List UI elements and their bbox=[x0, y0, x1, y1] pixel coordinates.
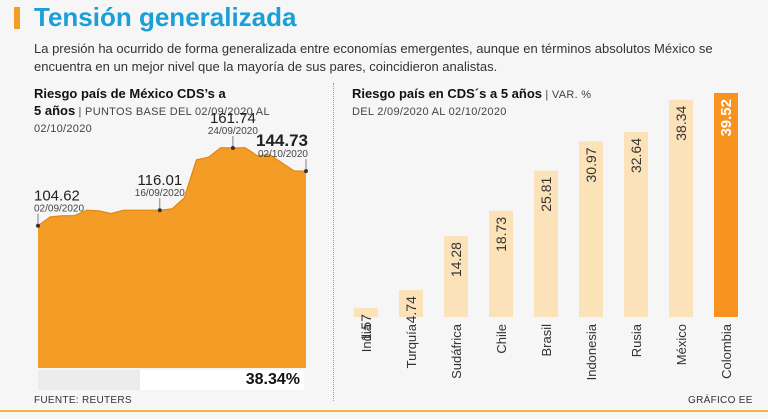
bottom-rule bbox=[0, 410, 768, 412]
bar-value-label: 39.52 bbox=[718, 99, 735, 137]
annotation-date: 02/09/2020 bbox=[34, 204, 84, 215]
annotation-date: 16/09/2020 bbox=[135, 188, 185, 199]
bar-value-label: 1.57 bbox=[358, 314, 374, 341]
left-chart-header: Riesgo país de México CDS’s a 5 años | P… bbox=[34, 85, 270, 138]
annotation-date: 02/10/2020 bbox=[258, 149, 308, 160]
source-note: FUENTE: REUTERS bbox=[34, 395, 132, 406]
category-label: Brasil bbox=[539, 324, 554, 357]
annotation-dot bbox=[304, 169, 308, 174]
category-label: Sudáfrica bbox=[449, 323, 464, 379]
annotation-value: 116.01 bbox=[137, 172, 182, 189]
annotation-value: 161.74 bbox=[210, 110, 256, 127]
category-label: Turquía bbox=[404, 323, 419, 368]
right-chart-note: | VAR. % bbox=[542, 89, 592, 101]
divider bbox=[333, 83, 334, 401]
bar-group-chile: 18.73 Chile bbox=[489, 210, 513, 354]
subtitle: La presión ha ocurrido de forma generali… bbox=[34, 41, 713, 74]
bar-value-label: 4.74 bbox=[403, 296, 419, 323]
left-chart-title-line1: Riesgo país de México CDS’s a bbox=[34, 86, 226, 101]
bar bbox=[354, 308, 378, 317]
bar-group-colombia: 39.52 Colombia bbox=[714, 93, 738, 379]
bar-group-rusia: 32.64 Rusia bbox=[624, 131, 648, 357]
bar-group-indonesia: 30.97 Indonesia bbox=[579, 141, 603, 380]
annotation-dot bbox=[230, 146, 235, 151]
bar bbox=[399, 290, 423, 317]
bar bbox=[579, 141, 603, 317]
left-chart-title-line2-wrap: 5 años | PUNTOS BASE DEL 02/09/2020 AL bbox=[34, 102, 270, 121]
title-accent-bar bbox=[14, 7, 20, 29]
annotation-date: 24/09/2020 bbox=[208, 126, 258, 137]
page-title: Tensión generalizada bbox=[34, 2, 297, 32]
bar-group-sudáfrica: 14.28 Sudáfrica bbox=[444, 236, 468, 379]
category-label: Colombia bbox=[719, 323, 734, 379]
bar bbox=[444, 236, 468, 317]
annotation-dot bbox=[36, 223, 40, 228]
right-chart-date-range: DEL 2/09/2020 AL 02/10/2020 bbox=[352, 106, 507, 118]
bar bbox=[624, 131, 648, 317]
annotation-value: 144.73 bbox=[256, 131, 308, 150]
area-line bbox=[37, 147, 307, 227]
category-label: India bbox=[359, 323, 374, 352]
category-label: Chile bbox=[494, 324, 509, 354]
category-label: Indonesia bbox=[584, 323, 599, 380]
bar bbox=[534, 170, 558, 317]
change-percent-value: 38.34% bbox=[245, 371, 300, 388]
left-chart-title-line2: 5 años bbox=[34, 103, 76, 118]
bar-value-label: 18.73 bbox=[493, 217, 509, 252]
right-chart-title: Riesgo país en CDS´s a 5 años bbox=[352, 86, 543, 101]
right-chart-header: Riesgo país en CDS´s a 5 años | VAR. % D… bbox=[352, 85, 591, 121]
bar-value-label: 38.34 bbox=[673, 105, 689, 140]
bar-value-label: 14.28 bbox=[448, 242, 464, 277]
annotation-dot bbox=[157, 208, 162, 213]
left-chart-note: | PUNTOS BASE DEL 02/09/2020 AL bbox=[75, 106, 270, 118]
bar bbox=[669, 99, 693, 317]
annotation-value: 104.62 bbox=[34, 188, 80, 205]
bar-value-label: 32.64 bbox=[628, 138, 644, 173]
change-percent-bar: 38.34% bbox=[38, 370, 304, 390]
bar-group-brasil: 25.81 Brasil bbox=[534, 170, 558, 357]
category-label: Rusia bbox=[629, 323, 644, 357]
change-percent-fill bbox=[38, 370, 140, 390]
left-chart-note-date: 02/10/2020 bbox=[34, 123, 93, 135]
category-label: México bbox=[674, 324, 689, 365]
bar-group-méxico: 38.34 México bbox=[669, 99, 693, 365]
bar-value-label: 30.97 bbox=[583, 147, 599, 182]
area-series bbox=[38, 147, 306, 368]
bar bbox=[489, 210, 513, 317]
bar-value-label: 25.81 bbox=[538, 177, 554, 212]
bar bbox=[714, 93, 738, 317]
credit-note: GRÁFICO EE bbox=[688, 395, 753, 406]
